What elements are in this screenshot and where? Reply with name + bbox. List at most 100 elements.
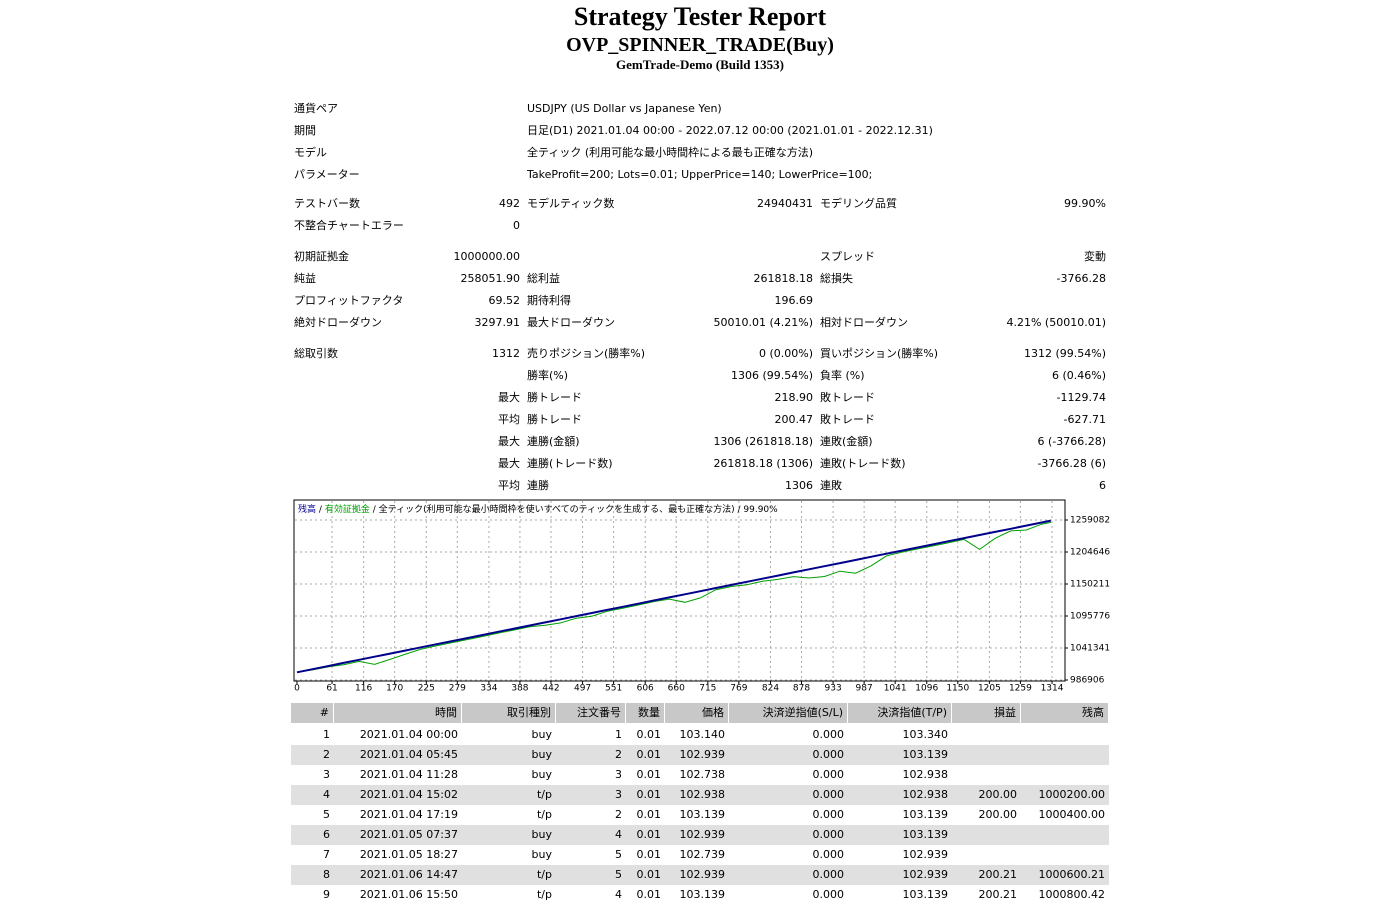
- x-tick-label: 388: [511, 684, 528, 694]
- table-cell: buy: [531, 768, 552, 781]
- summary-value: 6 (0.46%): [1051, 369, 1106, 382]
- summary-label: スプレッド: [820, 250, 875, 263]
- table-header: 取引種別: [462, 703, 555, 723]
- table-cell: 102.938: [902, 768, 949, 781]
- x-tick-label: 334: [480, 684, 497, 694]
- x-tick-label: 1205: [978, 684, 1001, 694]
- table-cell: 0.000: [812, 748, 845, 761]
- summary-value: 261818.18 (1306): [713, 457, 813, 470]
- summary-label: 期待利得: [527, 294, 571, 307]
- summary-label: 総損失: [820, 272, 853, 285]
- y-tick-label: 986906: [1070, 676, 1105, 686]
- summary-label: 不整合チャートエラー: [294, 219, 404, 232]
- table-cell: 102.939: [902, 868, 949, 881]
- table-cell: 102.938: [679, 788, 726, 801]
- x-tick-label: 660: [668, 684, 685, 694]
- info-label: モデル: [294, 146, 327, 159]
- table-row: [291, 845, 1109, 865]
- x-tick-label: 1314: [1041, 684, 1064, 694]
- summary-label: 勝トレード: [527, 413, 582, 426]
- table-cell: 0.01: [636, 888, 662, 901]
- summary-value: -3766.28 (6): [1037, 457, 1106, 470]
- table-cell: 2021.01.04 05:45: [359, 748, 458, 761]
- table-cell: 8: [323, 868, 330, 881]
- summary-label: 敗トレード: [820, 391, 875, 404]
- table-cell: 102.939: [679, 828, 726, 841]
- table-cell: 0.01: [636, 728, 662, 741]
- table-cell: 3: [615, 788, 622, 801]
- x-tick-label: 878: [793, 684, 810, 694]
- summary-label: 初期証拠金: [294, 250, 349, 263]
- table-cell: 2021.01.06 14:47: [359, 868, 458, 881]
- x-tick-label: 279: [449, 684, 466, 694]
- table-cell: 3: [323, 768, 330, 781]
- table-cell: 1000400.00: [1038, 808, 1105, 821]
- legend-quality: 99.90%: [743, 505, 778, 515]
- table-cell: 0.000: [812, 828, 845, 841]
- table-header: 決済指値(T/P): [848, 703, 951, 723]
- summary-value: 50010.01 (4.21%): [713, 316, 813, 329]
- x-tick-label: 0: [294, 684, 300, 694]
- x-tick-label: 61: [326, 684, 337, 694]
- summary-value: 3297.91: [474, 316, 521, 329]
- table-cell: t/p: [536, 788, 552, 801]
- summary-value: 0 (0.00%): [758, 347, 813, 360]
- summary-label: モデルティック数: [527, 197, 615, 210]
- table-header: 残高: [1021, 703, 1108, 723]
- table-cell: 0.01: [636, 848, 662, 861]
- legend: 残高 / 有効証拠金 / 全ティック(利用可能な最小時間枠を使いすべてのティック…: [298, 503, 781, 515]
- summary-value: 6 (-3766.28): [1037, 435, 1106, 448]
- table-cell: buy: [531, 728, 552, 741]
- legend-separator: /: [319, 505, 323, 515]
- summary-label: 連敗: [820, 479, 842, 492]
- table-header: 時間: [334, 703, 461, 723]
- table-cell: 0.01: [636, 788, 662, 801]
- summary-label: 負率 (%): [820, 369, 865, 382]
- x-tick-label: 824: [762, 684, 779, 694]
- summary-label: 連勝(金額): [527, 435, 580, 448]
- summary-value: 261818.18: [753, 272, 814, 285]
- summary-value: 200.47: [774, 413, 814, 426]
- table-row: [291, 825, 1109, 845]
- table-cell: 0.01: [636, 808, 662, 821]
- table-cell: 1000200.00: [1038, 788, 1105, 801]
- table-cell: 5: [323, 808, 330, 821]
- table-cell: buy: [531, 828, 552, 841]
- summary-label: 敗トレード: [820, 413, 875, 426]
- table-row: [291, 805, 1109, 825]
- table-row: [291, 725, 1109, 745]
- y-tick-label: 1041341: [1070, 643, 1110, 653]
- table-cell: 5: [615, 848, 622, 861]
- summary-value: 1306 (99.54%): [730, 369, 813, 382]
- table-header: 価格: [665, 703, 728, 723]
- table-cell: 2: [323, 748, 330, 761]
- table-header: 決済逆指値(S/L): [729, 703, 847, 723]
- x-tick-label: 606: [637, 684, 654, 694]
- summary-value: 6: [1099, 479, 1106, 492]
- summary-label: 相対ドローダウン: [820, 316, 908, 329]
- summary-value: 平均: [498, 413, 520, 426]
- summary-value: 1312: [492, 347, 520, 360]
- table-cell: 103.139: [902, 748, 949, 761]
- summary-value: 69.52: [488, 294, 521, 307]
- table-cell: 0.01: [636, 828, 662, 841]
- table-cell: 102.739: [679, 848, 726, 861]
- table-cell: 103.139: [902, 828, 949, 841]
- x-tick-label: 1096: [915, 684, 938, 694]
- y-tick-label: 1259082: [1070, 515, 1110, 525]
- y-tick-label: 1150211: [1070, 579, 1110, 589]
- summary-value: 1312 (99.54%): [1023, 347, 1106, 360]
- table-cell: 2: [615, 808, 622, 821]
- table-cell: 0.000: [812, 888, 845, 901]
- table-cell: 200.00: [978, 808, 1018, 821]
- legend-entry: 有効証拠金: [325, 503, 370, 515]
- table-cell: 0.01: [636, 768, 662, 781]
- table-cell: 7: [323, 848, 330, 861]
- table-cell: 1000600.21: [1038, 868, 1105, 881]
- table-cell: 1000800.42: [1038, 888, 1105, 901]
- summary-label: プロフィットファクタ: [294, 294, 404, 307]
- table-header: #: [291, 703, 333, 723]
- table-cell: 2: [615, 748, 622, 761]
- table-cell: t/p: [536, 868, 552, 881]
